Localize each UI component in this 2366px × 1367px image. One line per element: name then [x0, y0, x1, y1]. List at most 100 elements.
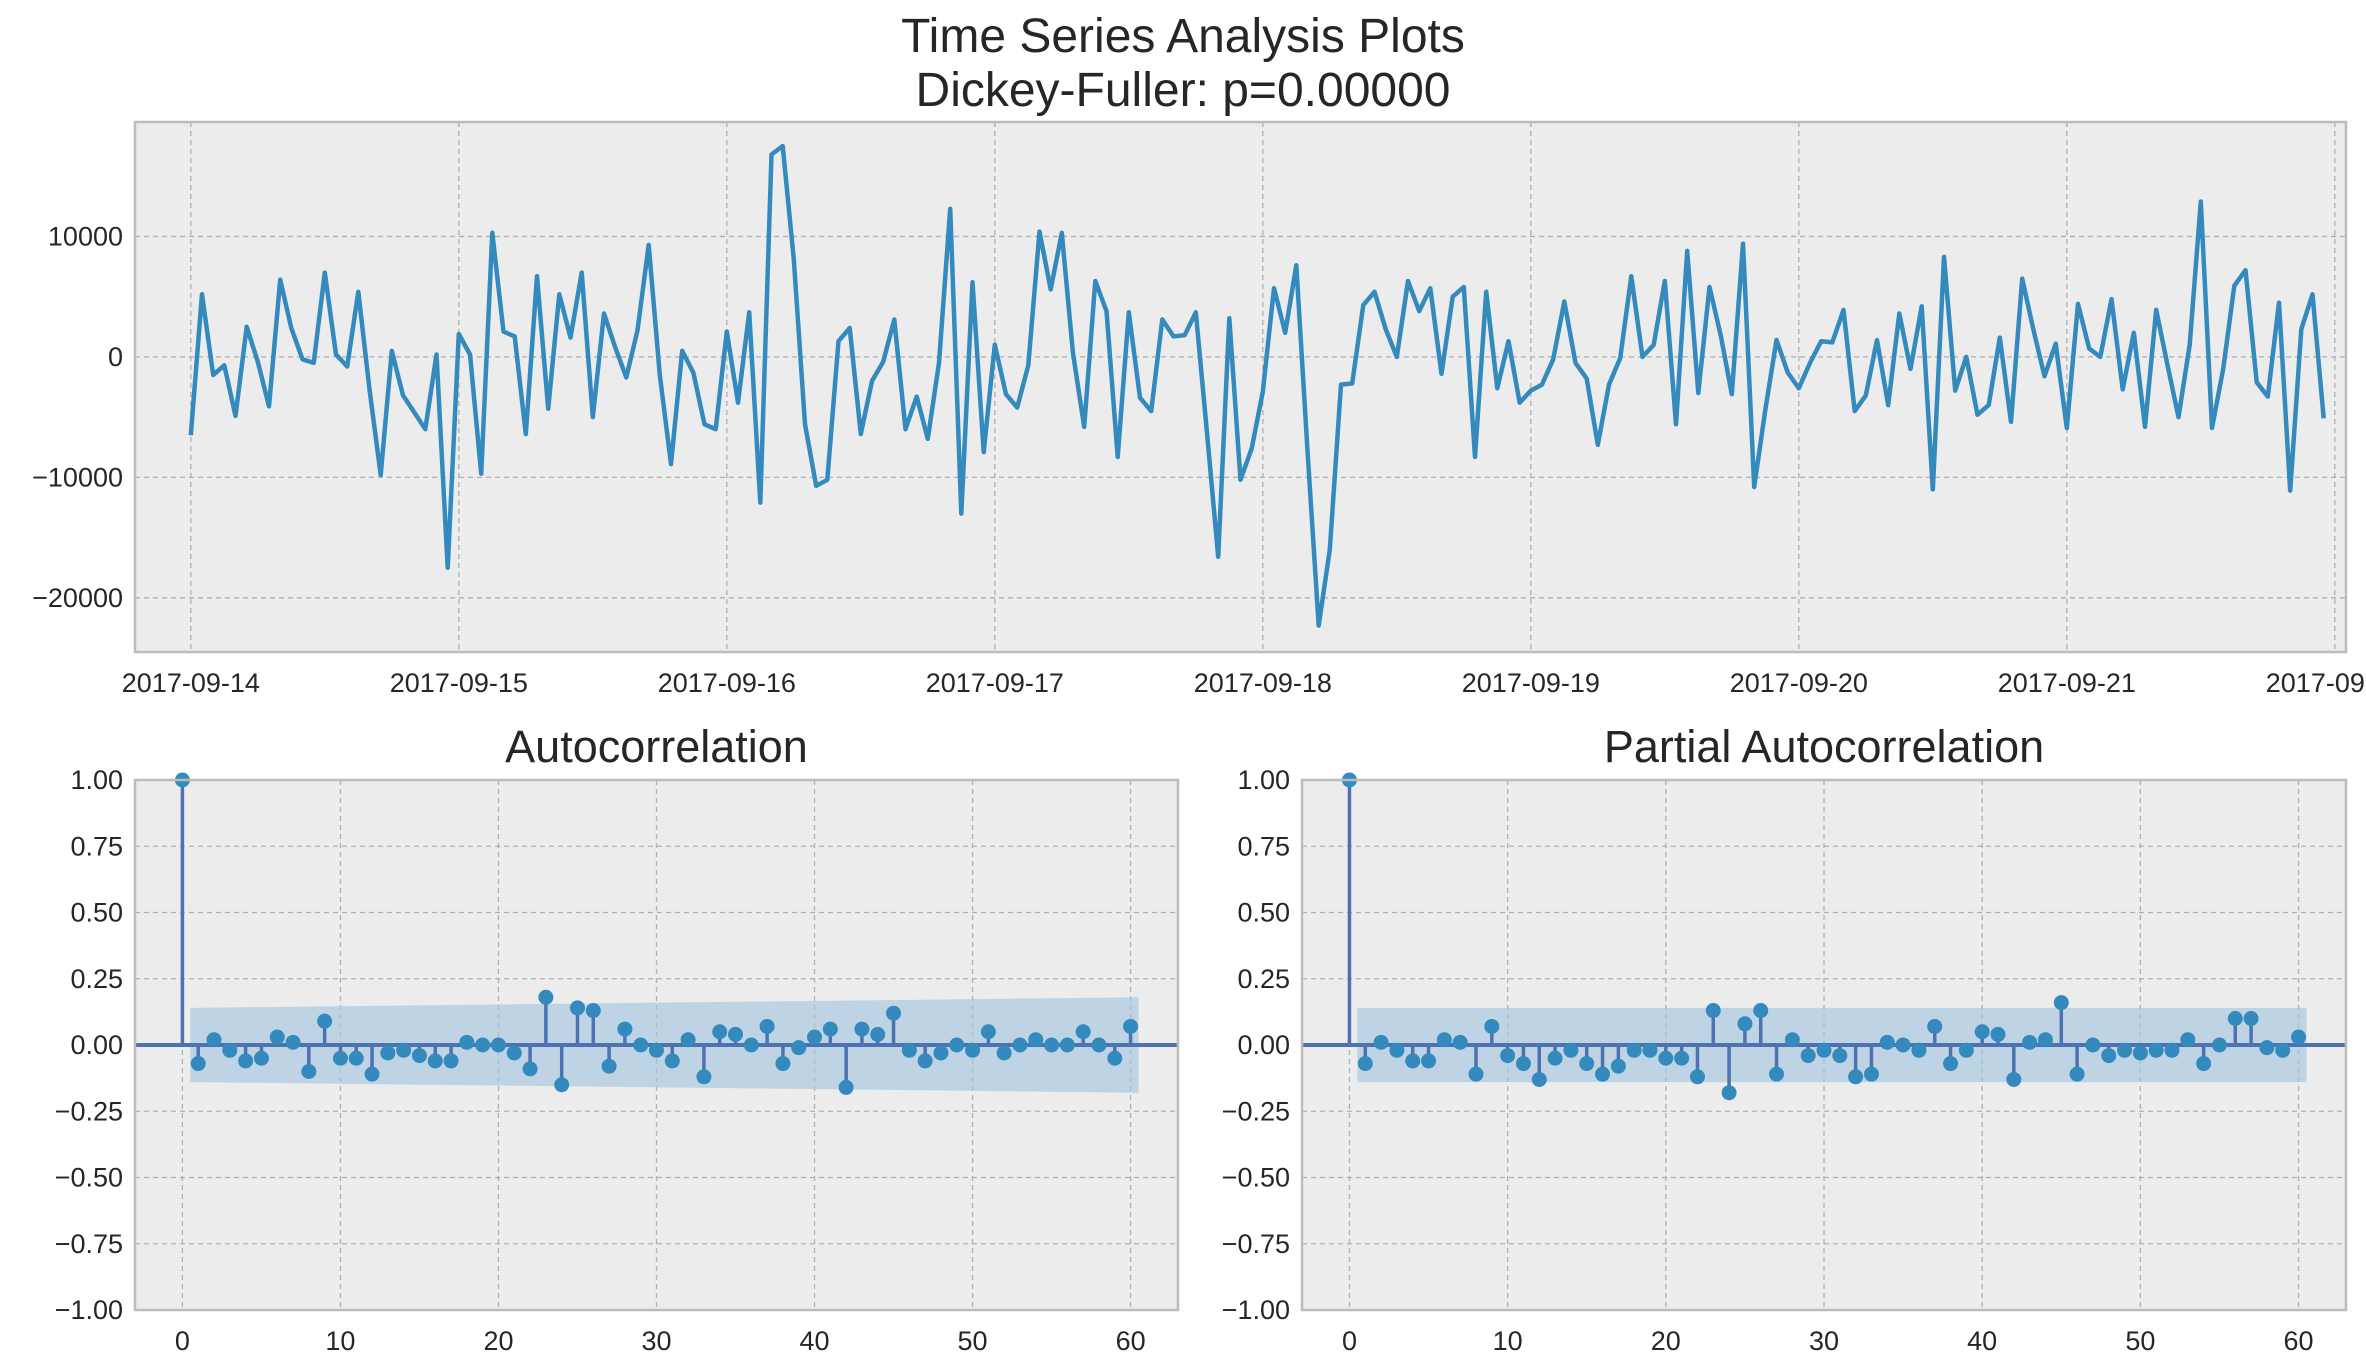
acf-y-tick-label: −0.50	[55, 1163, 123, 1193]
acf-x-tick-label: 0	[175, 1326, 190, 1356]
acf-title: Autocorrelation	[505, 721, 808, 772]
acf-x-tick-label: 60	[1116, 1326, 1146, 1356]
pacf-marker	[1769, 1066, 1785, 1082]
pacf-marker	[1357, 1056, 1373, 1072]
acf-y-tick-label: 0.50	[70, 898, 123, 928]
figure-title-block: Time Series Analysis Plots Dickey-Fuller…	[0, 10, 2366, 118]
pacf-marker	[1421, 1053, 1437, 1069]
pacf-y-tick-label: 0.75	[1237, 831, 1290, 861]
pacf-marker	[1832, 1048, 1848, 1064]
acf-y-tick-label: 1.00	[70, 765, 123, 795]
pacf-plot-frame	[1300, 778, 2348, 1312]
ts-x-tick-label: 2017-09-21	[1998, 668, 2136, 698]
pacf-marker	[1784, 1032, 1800, 1048]
acf-y-tick-label: 0.00	[70, 1030, 123, 1060]
acf-marker	[1123, 1018, 1139, 1034]
acf-marker	[807, 1029, 823, 1045]
acf-marker	[538, 989, 554, 1005]
ts-y-tick-label: −20000	[32, 583, 123, 613]
acf-marker	[222, 1042, 238, 1058]
pacf-marker	[1658, 1050, 1674, 1066]
acf-marker	[301, 1064, 317, 1079]
figure-suptitle: Time Series Analysis Plots	[901, 10, 1465, 63]
acf-marker	[696, 1069, 712, 1085]
pacf-x-tick-label: 30	[1809, 1326, 1839, 1356]
acf-marker	[996, 1045, 1012, 1061]
acf-x-tick-label: 10	[325, 1326, 355, 1356]
pacf-y-tick-label: −0.75	[1222, 1229, 1290, 1259]
acf-marker	[554, 1077, 570, 1093]
pacf-y-tick-label: −0.50	[1222, 1163, 1290, 1193]
acf-marker	[317, 1013, 333, 1029]
pacf-marker	[1927, 1018, 1943, 1034]
acf-marker	[759, 1018, 775, 1034]
acf-marker	[1044, 1037, 1060, 1053]
pacf-marker	[1484, 1018, 1500, 1034]
pacf-y-tick-label: −0.25	[1222, 1096, 1290, 1126]
pacf-marker	[2180, 1032, 2196, 1048]
acf-marker	[1107, 1050, 1123, 1066]
pacf-y-tick-label: 1.00	[1237, 765, 1290, 795]
pacf-marker	[1642, 1042, 1658, 1058]
acf-marker	[649, 1042, 664, 1058]
acf-marker	[253, 1050, 269, 1066]
ts-x-tick-label: 2017-09-18	[1194, 668, 1332, 698]
acf-y-tick-label: 0.75	[70, 831, 123, 861]
acf-marker	[443, 1053, 459, 1069]
acf-marker	[380, 1045, 396, 1061]
figure-subtitle: Dickey-Fuller: p=0.00000	[915, 64, 1451, 117]
pacf-marker	[2275, 1042, 2291, 1058]
acf-marker	[475, 1037, 491, 1053]
acf-marker	[791, 1040, 807, 1056]
ts-x-tick-label: 2017-09-19	[1462, 668, 1600, 698]
pacf-marker	[1500, 1048, 1516, 1064]
acf-marker	[601, 1058, 617, 1074]
ts-y-tick-label: −10000	[32, 462, 123, 492]
pacf-marker	[1610, 1058, 1626, 1074]
acf-x-tick-label: 40	[800, 1326, 830, 1356]
pacf-marker	[1990, 1026, 2006, 1042]
pacf-marker	[1737, 1016, 1753, 1032]
pacf-marker	[2037, 1032, 2053, 1048]
acf-marker	[269, 1029, 285, 1045]
ts-x-tick-label: 2017-09-16	[658, 668, 796, 698]
pacf-marker	[1863, 1066, 1879, 1082]
pacf-y-tick-label: 0.00	[1237, 1030, 1290, 1060]
pacf-x-tick-label: 50	[2125, 1326, 2155, 1356]
acf-marker	[743, 1037, 759, 1053]
acf-marker	[617, 1021, 633, 1037]
acf-x-tick-label: 20	[483, 1326, 513, 1356]
acf-marker	[870, 1026, 886, 1042]
pacf-x-tick-label: 0	[1342, 1326, 1357, 1356]
pacf-x-tick-label: 60	[2284, 1326, 2314, 1356]
acf-marker	[332, 1050, 348, 1066]
acf-marker	[901, 1042, 917, 1058]
acf-marker	[396, 1042, 412, 1058]
ts-x-tick-label: 2017-09-20	[1730, 668, 1868, 698]
acf-marker	[206, 1032, 222, 1048]
acf-marker	[775, 1056, 791, 1072]
acf-y-tick-label: −1.00	[55, 1295, 123, 1325]
pacf-marker	[2006, 1071, 2022, 1087]
pacf-marker	[1373, 1034, 1389, 1050]
acf-marker	[427, 1053, 443, 1069]
pacf-marker	[2211, 1037, 2227, 1053]
ts-x-tick-label: 2017-09-15	[390, 668, 528, 698]
pacf-marker	[2196, 1056, 2212, 1072]
pacf-marker	[1468, 1066, 1484, 1082]
ts-x-tick-label: 2017-09-22	[2266, 668, 2366, 698]
ts-series-line	[188, 143, 2326, 628]
acf-marker	[980, 1024, 996, 1040]
acf-marker	[411, 1048, 427, 1064]
acf-marker	[933, 1045, 949, 1061]
pacf-x-tick-label: 10	[1493, 1326, 1523, 1356]
pacf-y-tick-label: 0.50	[1237, 898, 1290, 928]
pacf-marker	[1816, 1042, 1832, 1058]
acf-marker	[965, 1042, 981, 1058]
acf-marker	[664, 1053, 680, 1069]
pacf-marker	[1626, 1042, 1642, 1058]
ts-plot-frame	[133, 120, 2348, 654]
pacf-marker	[1974, 1024, 1990, 1040]
pacf-marker	[1579, 1056, 1595, 1072]
